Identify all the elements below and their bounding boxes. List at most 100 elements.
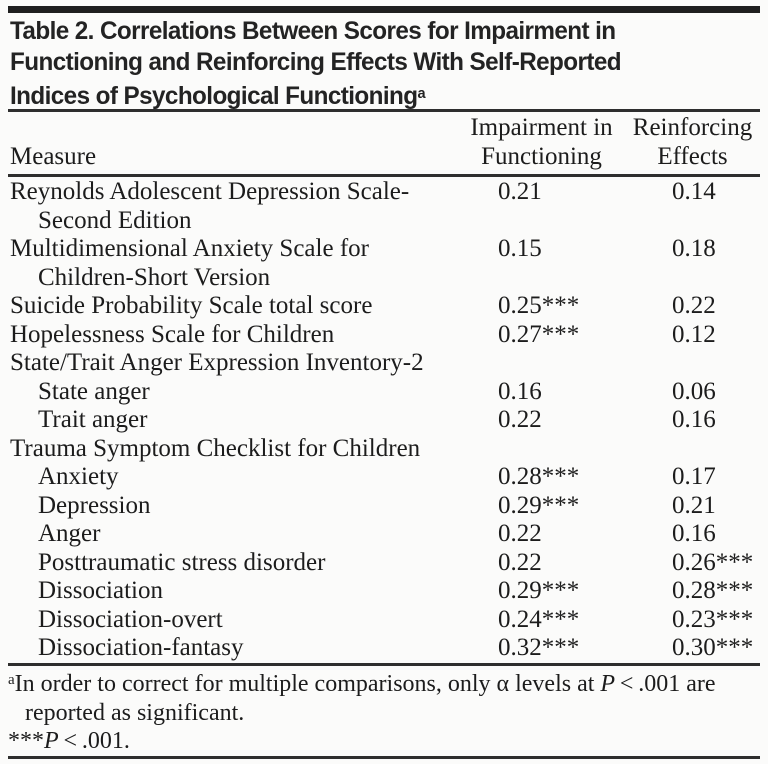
significance-p-symbol: P [44, 728, 59, 754]
reinforcing-value: 0.12 [672, 320, 716, 348]
title-separator-rule [8, 109, 760, 112]
top-thick-rule [8, 6, 760, 13]
measure-label: Dissociation-overt [38, 605, 223, 633]
measure-cell: Trauma Symptom Checklist for Children [8, 435, 458, 464]
measure-cell: Dissociation-fantasy [8, 634, 458, 663]
measure-label: Anger [38, 520, 101, 547]
measure-label: State/Trait Anger Expression Inventory-2 [10, 349, 424, 376]
impairment-value: 0.24*** [498, 605, 580, 633]
reinforcing-value: 0.14 [672, 178, 716, 205]
measure-cell: Anger [8, 520, 458, 549]
footnote-a-sup: a [8, 672, 15, 688]
table-title-line3: Indices of Psychological Functioninga [10, 78, 739, 112]
measure-cell: Multidimensional Anxiety Scale for Childr… [8, 235, 458, 292]
table-row: State/Trait Anger Expression Inventory-2 [8, 349, 760, 378]
table-row: Posttraumatic stress disorder 0.22 0.26*… [8, 549, 760, 578]
reinforcing-value: 0.26*** [672, 548, 754, 576]
table-row: Hopelessness Scale for Children 0.27*** … [8, 321, 760, 350]
significance-stars: *** [8, 728, 44, 754]
measure-label: Dissociation [38, 577, 163, 604]
column-header-impairment: Impairment in Functioning [458, 113, 625, 171]
table-row: Anxiety 0.28*** 0.17 [8, 463, 760, 492]
reinforcing-value: 0.30*** [672, 634, 754, 661]
table-header-row: Measure Impairment in Functioning Reinfo… [8, 111, 760, 171]
measure-cell: Depression [8, 492, 458, 521]
measure-cell: Dissociation-overt [8, 606, 458, 635]
column-header-reinforcing: Reinforcing Effects [625, 113, 760, 171]
column-header-measure: Measure [10, 143, 97, 170]
reinforcing-value: 0.18 [672, 235, 716, 262]
footnote-a-continuation: reported as significant. [25, 699, 245, 726]
column-header-impairment-line2: Functioning [481, 143, 602, 170]
impairment-value: 0.16 [498, 377, 542, 405]
table-row: State anger 0.16 0.06 [8, 378, 760, 407]
table-title-line1: Table 2. Correlations Between Scores for… [10, 17, 616, 45]
table-row: Dissociation 0.29*** 0.28*** [8, 577, 760, 606]
reinforcing-value: 0.17 [672, 463, 716, 490]
footnote-a-marker: a [417, 85, 426, 102]
footnote-a: aIn order to correct for multiple compar… [8, 666, 760, 699]
measure-cell: Trait anger [8, 406, 458, 435]
measure-cell: State anger [8, 378, 458, 407]
measure-cell: Posttraumatic stress disorder [8, 549, 458, 578]
measure-label: Posttraumatic stress disorder [38, 548, 326, 576]
body-footnote-separator-rule [8, 663, 760, 666]
table-row: Multidimensional Anxiety Scale for Childr… [8, 235, 760, 292]
measure-label: State anger [38, 377, 150, 405]
measure-label: Trait anger [38, 406, 148, 433]
impairment-value: 0.21 [498, 178, 542, 205]
impairment-value: 0.29*** [498, 577, 580, 604]
footnotes: aIn order to correct for multiple compar… [8, 666, 760, 756]
table-body: Reynolds Adolescent Depression Scale- Sec… [8, 178, 760, 663]
footnote-a-text-end: < .001 are [615, 671, 716, 697]
measure-label: Children-Short Version [38, 263, 271, 291]
table-row: Dissociation-overt 0.24*** 0.23*** [8, 606, 760, 635]
table-title: Table 2. Correlations Between Scores for… [10, 16, 739, 112]
header-separator-rule [8, 174, 760, 177]
measure-label: Dissociation-fantasy [38, 634, 244, 661]
column-header-impairment-line1: Impairment in [470, 114, 613, 141]
reinforcing-value: 0.16 [672, 520, 716, 547]
table-row: Trait anger 0.22 0.16 [8, 406, 760, 435]
measure-cell: State/Trait Anger Expression Inventory-2 [8, 349, 458, 378]
reinforcing-value: 0.21 [672, 491, 716, 519]
measure-label: Hopelessness Scale for Children [10, 320, 335, 348]
table-row: Depression 0.29*** 0.21 [8, 492, 760, 521]
measure-label: Anxiety [38, 463, 119, 490]
reinforcing-value: 0.06 [672, 377, 716, 405]
table-row: Dissociation-fantasy 0.32*** 0.30*** [8, 634, 760, 663]
table-row: Trauma Symptom Checklist for Children [8, 435, 760, 464]
measure-cell: Hopelessness Scale for Children [8, 321, 458, 350]
measure-cell: Reynolds Adolescent Depression Scale- Sec… [8, 178, 458, 235]
reinforcing-value: 0.22 [672, 292, 716, 319]
table-row: Suicide Probability Scale total score 0.… [8, 292, 760, 321]
measure-label: Reynolds Adolescent Depression Scale- [10, 178, 410, 205]
impairment-value: 0.22 [498, 520, 542, 547]
impairment-value: 0.25*** [498, 292, 580, 319]
column-header-reinforcing-line1: Reinforcing [632, 114, 753, 141]
footnote-a-text: In order to correct for multiple compari… [14, 671, 601, 697]
reinforcing-value: 0.23*** [672, 605, 754, 633]
impairment-value: 0.32*** [498, 634, 580, 661]
impairment-value: 0.28*** [498, 463, 580, 490]
table-row: Anger 0.22 0.16 [8, 520, 760, 549]
significance-text: < .001. [58, 728, 130, 754]
reinforcing-value: 0.16 [672, 406, 716, 433]
measure-cell: Suicide Probability Scale total score [8, 292, 458, 321]
measure-label: Trauma Symptom Checklist for Children [10, 434, 421, 462]
reinforcing-value: 0.28*** [672, 577, 754, 604]
measure-cell: Dissociation [8, 577, 458, 606]
measure-cell: Anxiety [8, 463, 458, 492]
impairment-value: 0.15 [498, 235, 542, 262]
impairment-value: 0.27*** [498, 320, 580, 348]
footnote-significance: ***P < .001. [8, 727, 760, 756]
measure-label: Suicide Probability Scale total score [10, 292, 373, 319]
impairment-value: 0.29*** [498, 491, 580, 519]
measure-label: Second Edition [38, 206, 192, 234]
measure-label: Multidimensional Anxiety Scale for [10, 235, 369, 262]
table-title-line2: Functioning and Reinforcing Effects With… [10, 48, 622, 76]
table-title-line3-text: Indices of Psychological Functioning [10, 82, 418, 110]
column-header-reinforcing-line2: Effects [657, 143, 728, 170]
impairment-value: 0.22 [498, 406, 542, 433]
